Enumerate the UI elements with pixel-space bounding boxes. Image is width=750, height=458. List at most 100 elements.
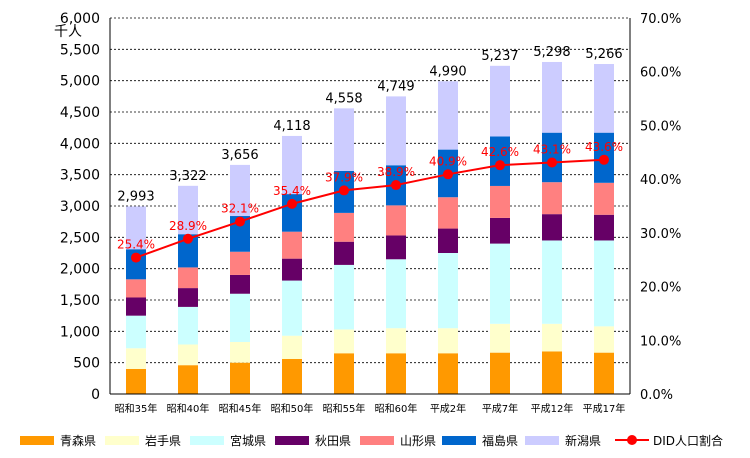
legend-swatch-niigata xyxy=(525,435,559,445)
line-point-label: 35.4% xyxy=(273,184,311,198)
bar-segment xyxy=(438,197,458,229)
bar-segment xyxy=(542,61,562,133)
x-tick-label: 平成12年 xyxy=(531,402,574,415)
bar-segment xyxy=(334,329,354,354)
legend-item-miyagi: 宮城県 xyxy=(190,430,266,450)
legend-label-aomori: 青森県 xyxy=(60,433,97,448)
bar-segment xyxy=(230,293,250,342)
legend: 青森県 岩手県 宮城県 秋田県 山形県 福島県 新潟県 DID人口割合 xyxy=(0,430,750,452)
legend-item-aomori: 青森県 xyxy=(20,430,96,450)
total-label: 5,298 xyxy=(533,45,570,60)
line-point xyxy=(131,252,141,263)
bar-segment xyxy=(594,352,614,394)
bar-segment xyxy=(126,348,146,369)
line-point-label: 40.9% xyxy=(429,154,467,168)
legend-label-akita: 秋田県 xyxy=(315,433,352,448)
bar-segment xyxy=(178,306,198,345)
bar-segment xyxy=(282,231,302,259)
bar-segment xyxy=(386,96,406,166)
bar-segment xyxy=(490,352,510,394)
line-point xyxy=(443,169,453,180)
line-point xyxy=(547,157,557,168)
bar-segment xyxy=(490,243,510,324)
bar-segment xyxy=(334,212,354,242)
bar-segment xyxy=(126,368,146,394)
bar-segment xyxy=(178,344,198,366)
y-right-tick-label: 60.0% xyxy=(640,66,681,81)
bar-segment xyxy=(386,259,406,329)
bar-segment xyxy=(178,288,198,307)
legend-swatch-iwate xyxy=(105,435,139,445)
y-left-tick-label: 4,000 xyxy=(60,136,100,152)
legend-swatch-fukushima xyxy=(442,435,476,445)
y-right-tick-label: 0.0% xyxy=(640,388,673,403)
legend-label-yamagata: 山形県 xyxy=(400,433,437,448)
y-unit-label: 千人 xyxy=(54,24,82,40)
bar-segment xyxy=(490,323,510,353)
bar-segment xyxy=(490,217,510,244)
line-did xyxy=(135,158,605,259)
y-left-tick-label: 5,500 xyxy=(60,42,100,58)
total-label: 4,749 xyxy=(377,79,414,94)
bar-segment xyxy=(594,214,614,241)
line-point-label: 43.6% xyxy=(585,140,623,154)
line-point xyxy=(599,154,609,165)
legend-item-niigata: 新潟県 xyxy=(525,430,601,450)
bar-segment xyxy=(542,240,562,324)
total-label: 5,266 xyxy=(585,47,622,62)
legend-item-iwate: 岩手県 xyxy=(105,430,181,450)
total-label: 5,237 xyxy=(481,49,518,64)
y-left-tick-label: 6,000 xyxy=(60,11,100,27)
y-left-tick-label: 2,000 xyxy=(60,262,100,278)
bar-segment xyxy=(438,353,458,394)
legend-label-iwate: 岩手県 xyxy=(145,433,182,448)
y-left-tick-label: 3,000 xyxy=(60,199,100,215)
legend-label-fukushima: 福島県 xyxy=(482,433,519,448)
y-left-tick-label: 500 xyxy=(73,356,100,372)
bar-segment xyxy=(334,264,354,330)
bar-segment xyxy=(386,235,406,260)
y-left-tick-label: 1,500 xyxy=(60,293,100,309)
legend-label-miyagi: 宮城県 xyxy=(230,433,267,448)
legend-swatch-aomori xyxy=(20,435,54,445)
line-point-label: 43.1% xyxy=(533,142,571,156)
bar-segment xyxy=(542,351,562,394)
bar-segment xyxy=(230,362,250,394)
chart-svg: 0 500 1,000 1,500 2,000 2,500 3,000 3,500 4,000 4… xyxy=(54,11,681,415)
bar-segment xyxy=(230,216,250,252)
bar-segment xyxy=(282,280,302,336)
y-right-tick-label: 50.0% xyxy=(640,119,681,134)
bar-segment xyxy=(334,353,354,394)
bar-segment xyxy=(386,328,406,354)
bar-segment xyxy=(126,297,146,316)
y-left-tick-label: 0 xyxy=(91,387,100,403)
y-right-tick-label: 20.0% xyxy=(640,281,681,296)
legend-item-fukushima: 福島県 xyxy=(442,430,518,450)
total-label: 2,993 xyxy=(117,189,154,204)
x-tick-label: 平成7年 xyxy=(482,402,518,415)
bar-segment xyxy=(438,253,458,329)
total-label: 4,558 xyxy=(325,91,362,106)
line-point-label: 42.6% xyxy=(481,145,519,159)
bar-segment xyxy=(126,206,146,250)
line-point xyxy=(339,185,349,196)
legend-label-did: DID人口割合 xyxy=(653,433,724,448)
total-label: 3,656 xyxy=(221,148,258,163)
x-tick-label: 平成17年 xyxy=(583,402,626,415)
line-point-label: 25.4% xyxy=(117,238,155,252)
legend-item-did: DID人口割合 xyxy=(615,430,723,450)
x-tick-label: 昭和40年 xyxy=(167,402,210,415)
y-right-tick-label: 10.0% xyxy=(640,334,681,349)
bar-segment xyxy=(230,164,250,217)
line-point-label: 28.9% xyxy=(169,219,207,233)
legend-label-niigata: 新潟県 xyxy=(565,433,602,448)
bar-segment xyxy=(230,341,250,363)
line-point-label: 32.1% xyxy=(221,202,259,216)
y-left-tick-label: 2,500 xyxy=(60,230,100,246)
y-left-tick-label: 1,000 xyxy=(60,324,100,340)
bar-segment xyxy=(178,185,198,235)
y-right-tick-label: 40.0% xyxy=(640,173,681,188)
bar-segment xyxy=(594,63,614,133)
legend-swatch-akita xyxy=(275,435,309,445)
x-tick-label: 昭和35年 xyxy=(115,402,158,415)
